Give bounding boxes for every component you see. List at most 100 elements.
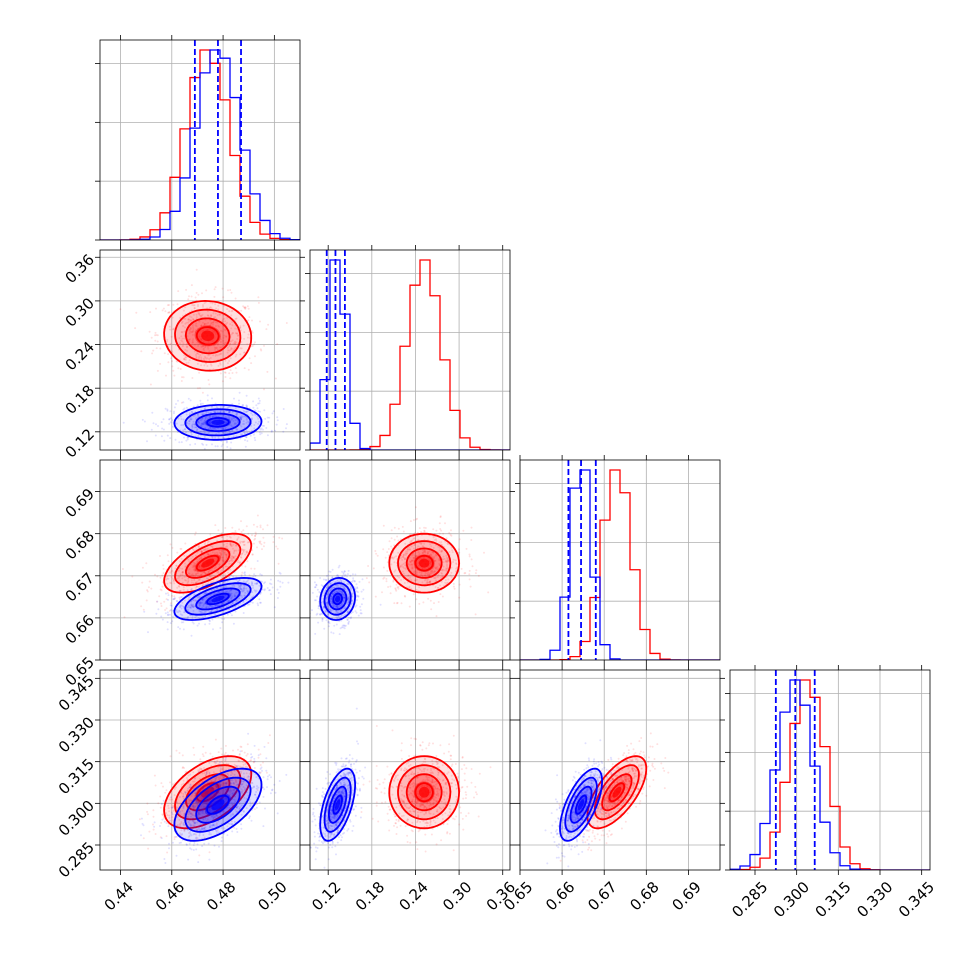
scatter-point (170, 811, 173, 814)
scatter-point (432, 546, 435, 549)
panel-frame (99, 459, 301, 661)
scatter-point (253, 589, 256, 592)
scatter-point (235, 544, 238, 547)
scatter-point (194, 329, 197, 332)
scatter-point (240, 425, 243, 428)
scatter-point (238, 416, 241, 419)
scatter-point (200, 551, 203, 554)
scatter-point (209, 758, 212, 761)
scatter-point (402, 562, 405, 565)
scatter-point (204, 406, 207, 409)
scatter-point (231, 309, 234, 312)
scatter-point (427, 581, 430, 584)
scatter-point (253, 343, 256, 346)
scatter-point (245, 394, 248, 397)
scatter-point (332, 632, 335, 635)
scatter-point (356, 591, 359, 594)
scatter-point (202, 423, 205, 426)
scatter-point (204, 610, 207, 613)
scatter-point (197, 617, 200, 620)
scatter-point (211, 618, 214, 621)
scatter-point (209, 324, 212, 327)
scatter-point (238, 399, 240, 402)
scatter-point (209, 357, 212, 359)
scatter-point (224, 371, 227, 374)
scatter-point (219, 346, 222, 349)
scatter-point (165, 835, 168, 838)
scatter-point (154, 573, 156, 576)
scatter-point (154, 339, 157, 342)
scatter-point (232, 749, 234, 752)
scatter-point (242, 551, 245, 553)
scatter-point (184, 428, 186, 431)
scatter-point (143, 610, 146, 613)
scatter-point (184, 565, 187, 568)
scatter-point (210, 606, 213, 608)
scatter-point (263, 388, 265, 391)
scatter-point (257, 402, 260, 405)
scatter-point (259, 764, 262, 766)
scatter-point (192, 603, 195, 606)
scatter-point (428, 554, 431, 557)
scatter-point (201, 391, 204, 394)
scatter-point (169, 755, 172, 758)
scatter-point (173, 410, 175, 413)
scatter-point (254, 409, 257, 412)
scatter-point (392, 579, 395, 582)
scatter-point (204, 418, 207, 421)
scatter-point (228, 411, 231, 414)
scatter-point (217, 571, 220, 574)
scatter-point (246, 440, 249, 442)
contour-line (174, 540, 242, 587)
scatter-point (243, 331, 246, 334)
scatter-point (220, 553, 223, 556)
scatter-point (224, 432, 227, 435)
scatter-point (210, 569, 212, 572)
scatter-point (413, 543, 416, 546)
scatter-point (368, 581, 371, 584)
scatter-point (217, 324, 220, 327)
scatter-point (202, 549, 205, 552)
scatter-point (200, 556, 203, 559)
scatter-point (199, 403, 202, 406)
scatter-point (246, 420, 249, 423)
scatter-point (196, 572, 199, 575)
scatter-point (177, 575, 180, 578)
scatter-point (258, 431, 261, 434)
scatter-point (229, 543, 232, 546)
scatter-point (243, 571, 246, 574)
scatter-point (233, 347, 236, 350)
scatter-point (252, 586, 254, 589)
scatter-point (195, 572, 198, 575)
scatter-point (401, 525, 404, 528)
scatter-point (236, 334, 239, 337)
scatter-point (191, 555, 194, 558)
scatter-point (171, 577, 174, 580)
scatter-point (204, 572, 207, 575)
scatter-point (146, 589, 149, 592)
scatter-point (412, 537, 415, 540)
scatter-point (259, 753, 262, 756)
scatter-point (342, 571, 345, 574)
scatter-point (416, 531, 419, 534)
scatter-point (190, 411, 193, 413)
scatter-point (176, 577, 179, 580)
scatter-point (181, 345, 184, 347)
scatter-point (343, 625, 346, 627)
scatter-point (189, 319, 192, 322)
scatter-point (197, 293, 200, 296)
scatter-point (176, 551, 179, 554)
scatter-point (190, 284, 193, 287)
scatter-point (157, 802, 160, 805)
scatter-point (191, 423, 194, 426)
scatter-point (190, 603, 193, 606)
histogram-series-1 (520, 469, 720, 660)
scatter-point (209, 306, 212, 309)
scatter-point (266, 524, 269, 527)
scatter-point (194, 616, 197, 619)
scatter-point (225, 555, 228, 558)
scatter-point (219, 363, 222, 366)
scatter-point (210, 314, 213, 317)
scatter-point (250, 412, 253, 415)
scatter-point (317, 621, 320, 624)
